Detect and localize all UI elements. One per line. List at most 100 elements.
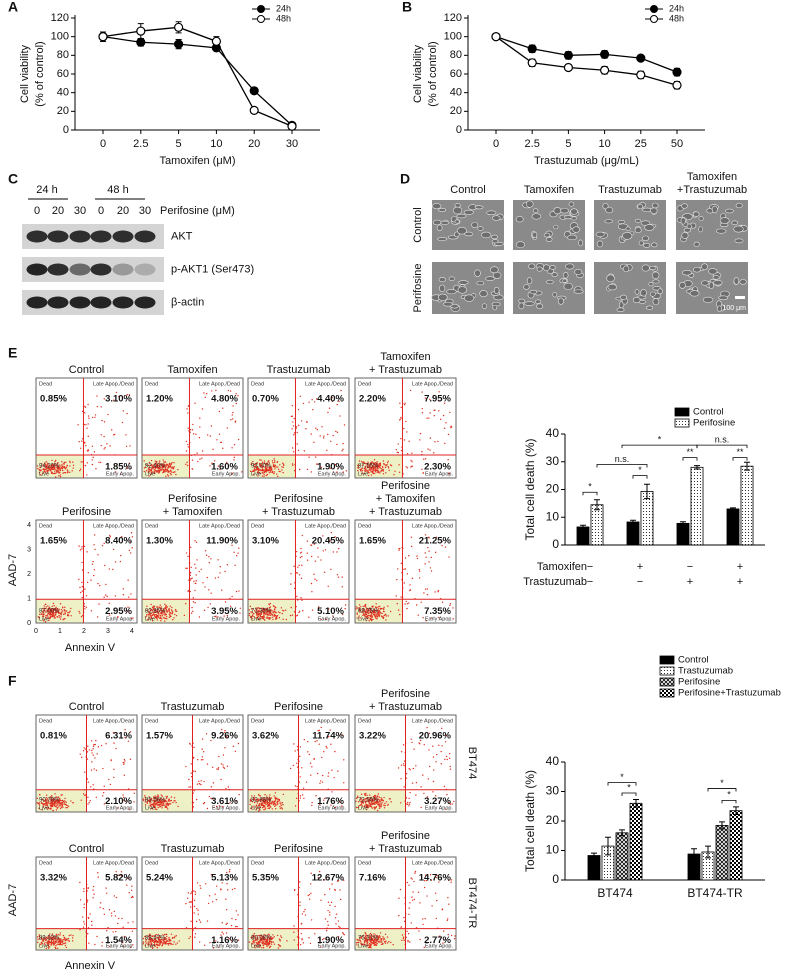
significance-bracket — [722, 800, 736, 803]
event — [60, 474, 61, 475]
event — [66, 947, 67, 948]
event — [337, 770, 338, 771]
event — [285, 609, 286, 610]
live-percent: 71.35% — [251, 609, 272, 615]
event — [87, 900, 88, 901]
y-tick-label: 120 — [444, 12, 462, 24]
event — [278, 471, 279, 472]
event — [190, 547, 191, 548]
event — [384, 938, 385, 939]
event — [167, 943, 168, 944]
event — [408, 933, 409, 934]
marker — [492, 33, 500, 41]
event — [407, 603, 408, 604]
event — [309, 894, 310, 895]
event — [168, 610, 169, 611]
y-tick-label: 10 — [546, 843, 560, 857]
event — [84, 747, 85, 748]
event — [128, 596, 129, 597]
event — [104, 565, 105, 566]
event — [64, 609, 65, 610]
event — [423, 793, 424, 794]
event — [375, 944, 376, 945]
event — [420, 433, 421, 434]
event — [188, 892, 189, 893]
event — [94, 744, 95, 745]
event — [166, 618, 167, 619]
event — [146, 606, 147, 607]
cell — [736, 203, 742, 208]
cell — [565, 264, 574, 269]
event — [437, 591, 438, 592]
early-percent: 2.30% — [424, 462, 451, 473]
x-axis-label: Trastuzumab (μg/mL) — [534, 155, 639, 167]
quadrant-label: Live — [251, 943, 261, 949]
event — [84, 588, 85, 589]
event — [331, 532, 332, 533]
event — [420, 807, 421, 808]
legend-label: Control — [678, 655, 709, 666]
event — [410, 390, 411, 391]
quadrant-label: Dead — [251, 523, 264, 529]
event — [281, 805, 282, 806]
event — [300, 746, 301, 747]
event — [279, 946, 280, 947]
event — [96, 395, 97, 396]
event — [150, 604, 151, 605]
event — [399, 472, 400, 473]
event — [387, 462, 388, 463]
event — [222, 764, 223, 765]
event — [113, 777, 114, 778]
significance-label: ** — [686, 447, 694, 457]
legend-swatch — [660, 656, 674, 664]
event — [372, 461, 373, 462]
event — [52, 806, 53, 807]
event — [114, 911, 115, 912]
event — [426, 727, 427, 728]
event — [423, 472, 424, 473]
event — [124, 760, 125, 761]
cell — [537, 304, 543, 309]
quadrant-label: Dead — [145, 860, 158, 866]
event — [449, 412, 450, 413]
event — [267, 616, 268, 617]
event — [279, 464, 280, 465]
event — [51, 944, 52, 945]
event — [186, 408, 187, 409]
event — [270, 615, 271, 616]
event — [166, 796, 167, 797]
event — [97, 583, 98, 584]
dead-percent: 0.70% — [252, 394, 279, 405]
event — [370, 933, 371, 934]
event — [211, 786, 212, 787]
quadrant-label: Late Apop./Dead — [412, 523, 453, 529]
cell — [546, 237, 552, 241]
event — [281, 607, 282, 608]
event — [129, 892, 130, 893]
cell — [533, 209, 538, 213]
blot-band — [91, 231, 112, 243]
event — [274, 936, 275, 937]
event — [62, 465, 63, 466]
event — [127, 579, 128, 580]
event — [219, 572, 220, 573]
event — [127, 922, 128, 923]
event — [422, 412, 423, 413]
column-label: +Trastuzumab — [677, 184, 747, 196]
event — [168, 608, 169, 609]
event — [382, 467, 383, 468]
event — [103, 596, 104, 597]
event — [174, 614, 175, 615]
event — [55, 476, 56, 477]
event — [86, 427, 87, 428]
event — [385, 467, 386, 468]
event — [186, 450, 187, 451]
y-tick-label: 100 — [444, 31, 462, 43]
significance-bracket — [683, 458, 697, 461]
event — [274, 806, 275, 807]
event — [425, 918, 426, 919]
cell — [560, 208, 568, 213]
event — [273, 804, 274, 805]
event — [202, 582, 203, 583]
cell — [642, 265, 650, 271]
